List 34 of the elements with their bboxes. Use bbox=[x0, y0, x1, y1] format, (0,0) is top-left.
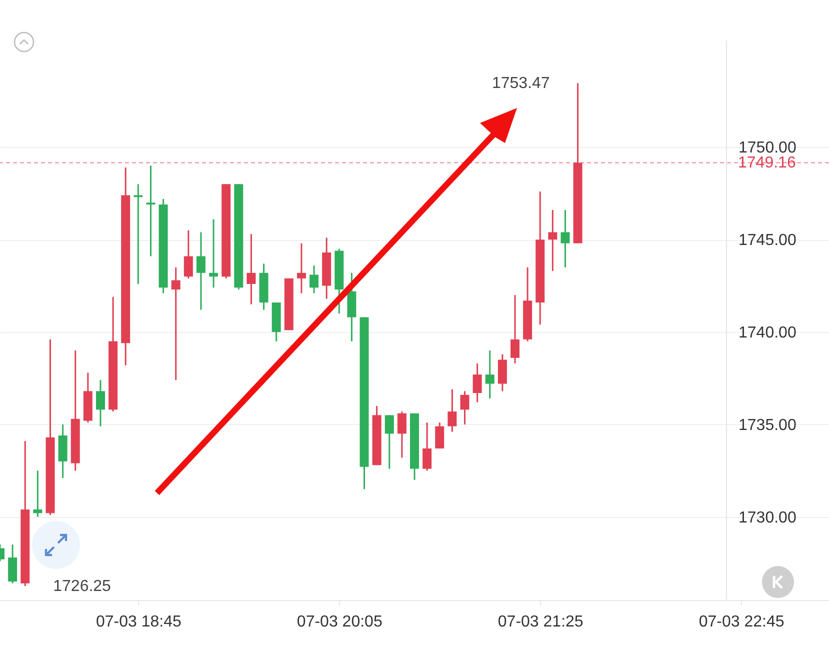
candlestick bbox=[310, 264, 319, 294]
candlestick bbox=[422, 422, 432, 472]
x-tick-label: 07-03 18:45 bbox=[96, 614, 182, 630]
candlestick bbox=[96, 379, 105, 428]
candlestick bbox=[485, 350, 494, 400]
candlestick bbox=[548, 209, 558, 272]
candlestick bbox=[510, 294, 520, 364]
candlestick bbox=[184, 230, 193, 280]
candlestick bbox=[560, 209, 570, 268]
y-tick-label: 1750.00 bbox=[738, 140, 796, 157]
candlestick bbox=[397, 410, 406, 458]
candlestick bbox=[134, 183, 143, 285]
annotation: 1726.25 bbox=[53, 578, 112, 596]
y-tick-label: 1745.00 bbox=[738, 232, 796, 250]
candlestick bbox=[196, 231, 206, 311]
x-tick-label: 07-03 20:05 bbox=[296, 614, 382, 630]
y-tick-label: 1740.00 bbox=[738, 324, 796, 342]
x-tick-label: 07-03 21:25 bbox=[498, 614, 584, 630]
y-tick-label: 1730.00 bbox=[738, 509, 796, 526]
ref-line-label: 1749.16 bbox=[738, 154, 796, 172]
x-tick-label: 07-03 22:45 bbox=[698, 614, 784, 630]
annotation: 1753.47 bbox=[492, 75, 550, 92]
y-tick-label: 1735.00 bbox=[738, 416, 796, 434]
candlestick bbox=[171, 266, 180, 381]
candlestick bbox=[435, 422, 444, 450]
candlestick bbox=[460, 390, 470, 426]
candlestick bbox=[146, 164, 156, 257]
candlestick bbox=[296, 242, 306, 294]
candlestick bbox=[472, 362, 482, 403]
candlestick bbox=[209, 218, 218, 288]
candlestick bbox=[384, 414, 394, 470]
candlestick bbox=[448, 388, 457, 433]
candlestick bbox=[246, 233, 256, 306]
candlestick bbox=[33, 470, 42, 518]
